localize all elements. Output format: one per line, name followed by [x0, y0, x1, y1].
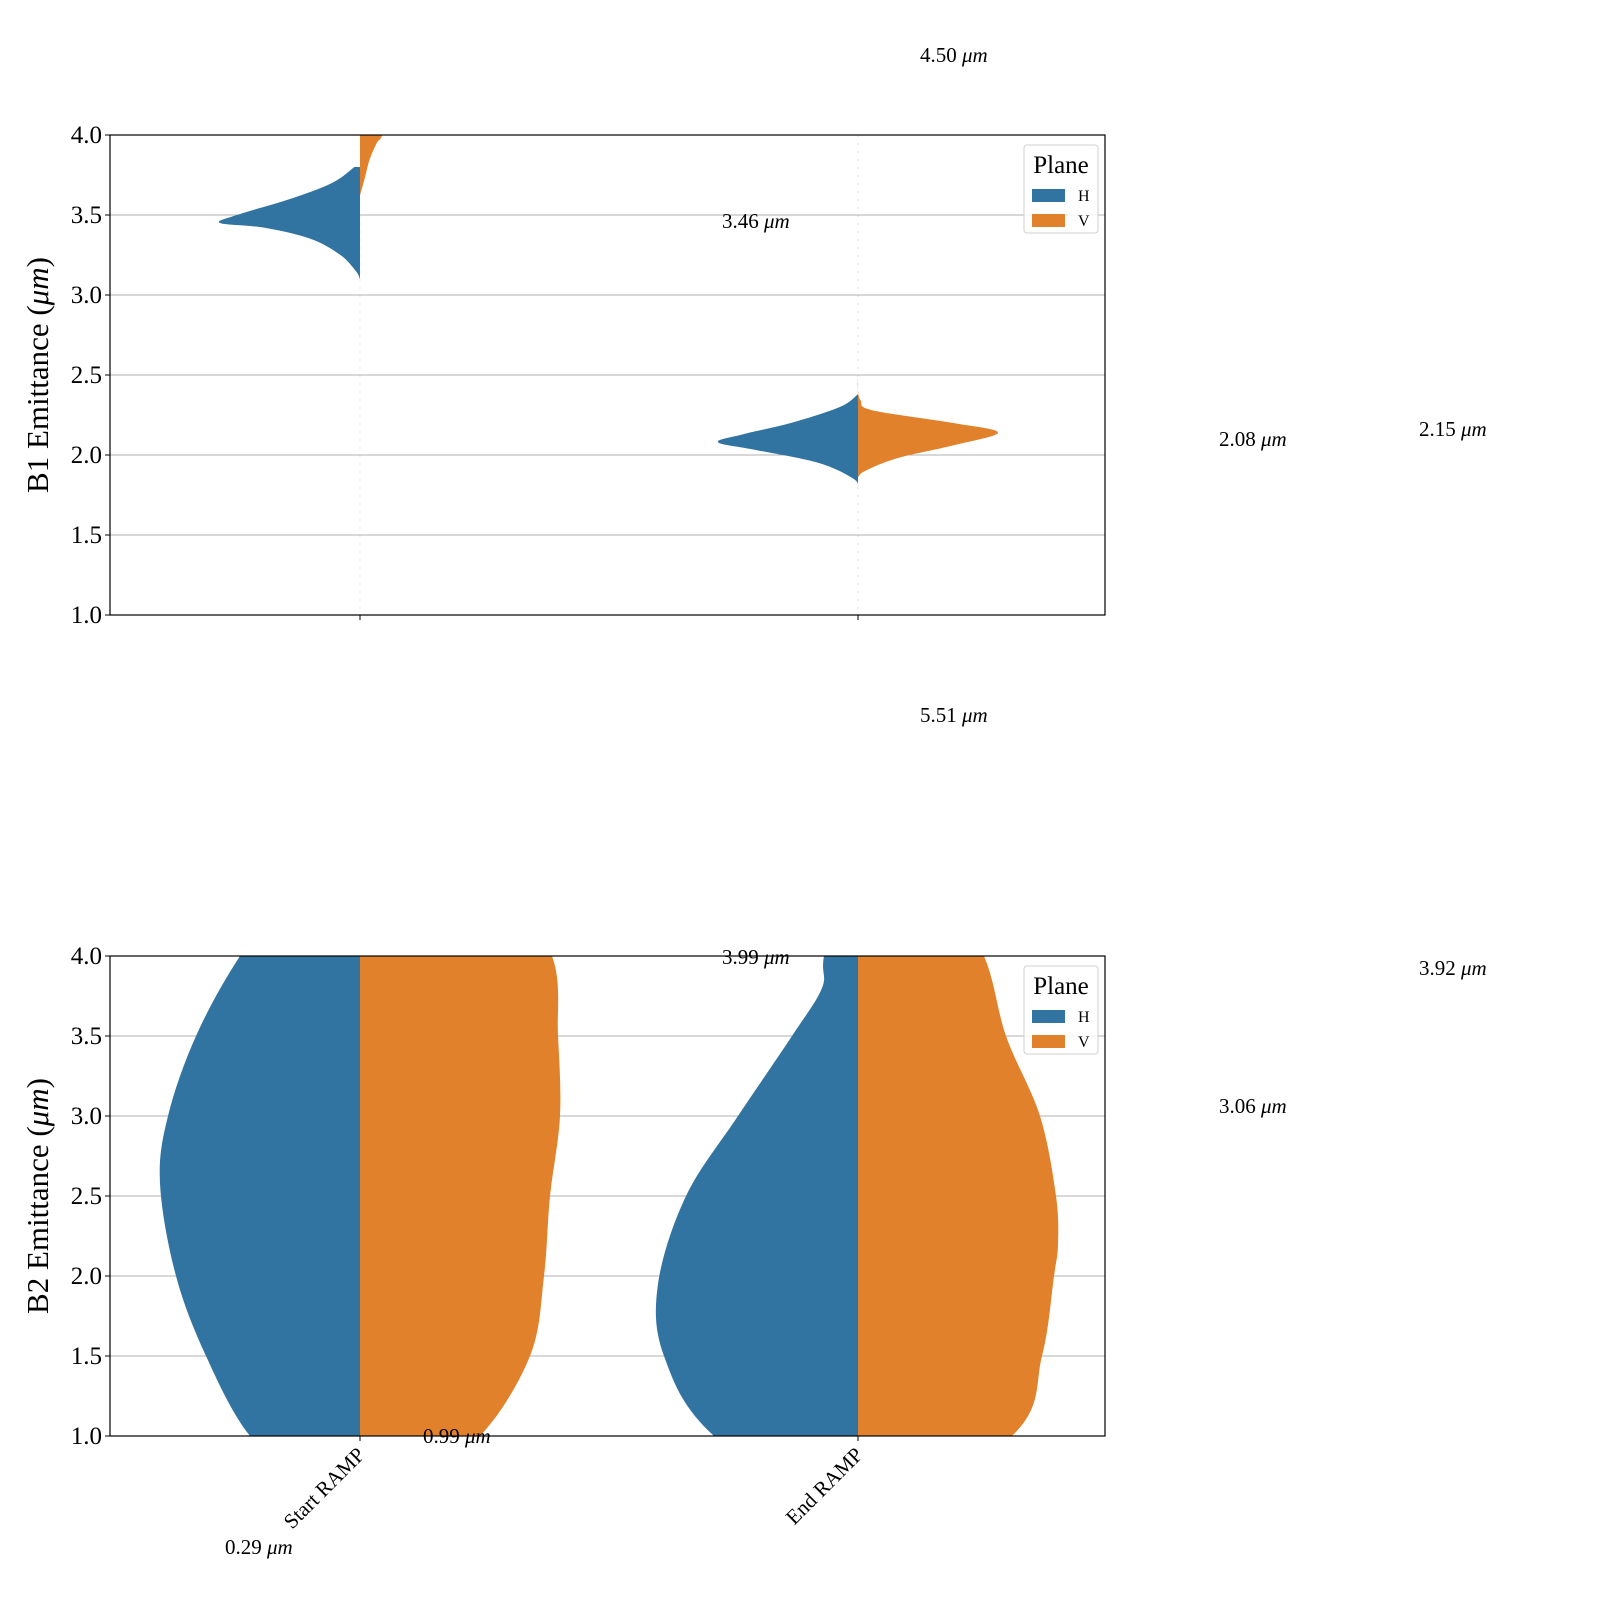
y-axis-label: B2 Emittance (μm): [20, 1078, 55, 1314]
violin-start-ramp-v: [360, 956, 561, 1436]
y-tick-label: 4.0: [71, 122, 102, 149]
legend-title: Plane: [1033, 152, 1089, 179]
legend-label-h: H: [1078, 188, 1090, 205]
violin-end-ramp-v: [858, 956, 1059, 1436]
y-tick-label: 1.0: [71, 1423, 102, 1450]
y-tick-label: 3.0: [71, 1103, 102, 1130]
violin-end-ramp-h: [655, 956, 858, 1436]
legend-swatch-v: [1032, 1035, 1065, 1048]
y-tick-label: 1.0: [71, 602, 102, 629]
y-tick-label: 3.5: [71, 1023, 102, 1050]
annotation-3.06: 3.06 μm: [1219, 1094, 1287, 1118]
annotation-2.08: 2.08 μm: [1219, 427, 1287, 451]
annotation-4.5: 4.50 μm: [920, 43, 988, 67]
annotation-0.99: 0.99 μm: [423, 1424, 491, 1448]
y-axis-label: B1 Emittance (μm): [20, 257, 55, 493]
violin-start-ramp-v: [360, 135, 383, 196]
legend-swatch-h: [1032, 1010, 1065, 1023]
annotation-5.51: 5.51 μm: [920, 703, 988, 727]
y-tick-label: 4.0: [71, 943, 102, 970]
y-tick-label: 2.5: [71, 1183, 102, 1210]
legend-label-h: H: [1078, 1009, 1090, 1026]
annotation-3.46: 3.46 μm: [722, 209, 790, 233]
violins: [218, 135, 998, 489]
x-tick-label-start-ramp: Start RAMP: [279, 1443, 370, 1534]
annotation-3.99: 3.99 μm: [722, 945, 790, 969]
annotation-3.92: 3.92 μm: [1419, 956, 1487, 980]
legend-title: Plane: [1033, 973, 1089, 1000]
violin-end-ramp-v: [857, 367, 998, 478]
y-tick-label: 1.5: [71, 522, 102, 549]
y-tick-label: 2.0: [71, 1263, 102, 1290]
y-tick-label: 2.5: [71, 362, 102, 389]
y-tick-label: 3.5: [71, 202, 102, 229]
legend-label-v: V: [1078, 213, 1090, 230]
violin-start-ramp-h: [159, 956, 360, 1436]
violin-end-ramp-h: [717, 394, 859, 489]
y-tick-label: 1.5: [71, 1343, 102, 1370]
panel-1: 1.0 1.5 2.0 2.5 3.0 3.5 4.0 B1 Emittance (μm) Pl…: [20, 122, 1106, 629]
legend-label-v: V: [1078, 1034, 1090, 1051]
violins: [159, 956, 1059, 1436]
y-tick-label: 2.0: [71, 442, 102, 469]
y-tick-label: 3.0: [71, 282, 102, 309]
panel-2: 1.0 1.5 2.0 2.5 3.0 3.5 4.0 B2 Emittance (μm) Pl…: [20, 943, 1106, 1450]
legend: Plane HV: [1023, 144, 1099, 234]
legend-swatch-h: [1032, 189, 1065, 202]
annotation-2.15: 2.15 μm: [1419, 417, 1487, 441]
legend-swatch-v: [1032, 214, 1065, 227]
violin-start-ramp-h: [218, 167, 360, 279]
x-tick-label-end-ramp: End RAMP: [781, 1443, 868, 1530]
legend: Plane HV: [1023, 965, 1099, 1055]
annotation-0.29: 0.29 μm: [225, 1535, 293, 1559]
